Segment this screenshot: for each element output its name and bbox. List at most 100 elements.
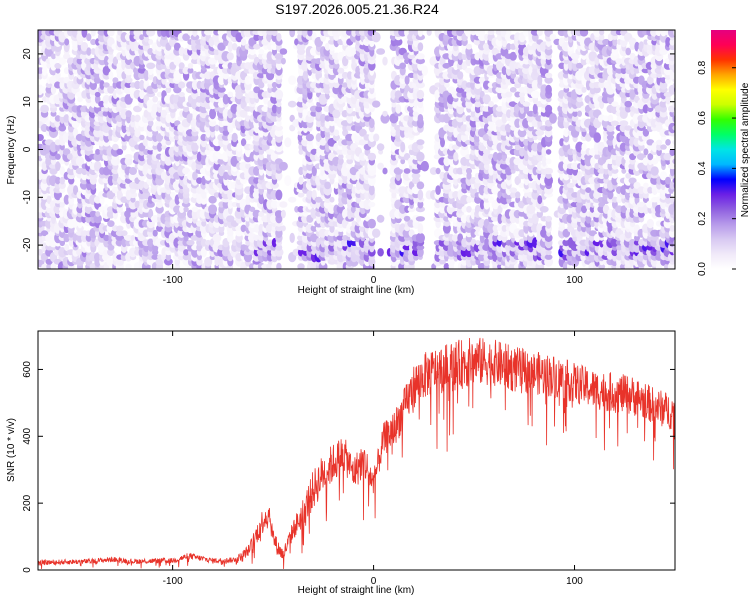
spectrogram-cell	[672, 190, 675, 200]
spectrogram-cell	[297, 206, 305, 213]
spectrogram-cell	[63, 114, 70, 123]
spectrogram-cell	[506, 30, 512, 36]
spectrogram-cell	[164, 258, 173, 266]
spectrogram-cell	[284, 175, 292, 187]
colorbar-tick-label: 0.4	[697, 161, 708, 175]
colorbar-tick-label: 0.8	[697, 60, 708, 74]
spectrogram-cell	[297, 192, 305, 198]
spectrogram-cell	[95, 211, 101, 217]
spectrogram-cell	[298, 176, 304, 185]
spectrogram-cell	[204, 30, 213, 36]
spectrogram-cell	[204, 256, 213, 267]
spectrogram-cell	[611, 172, 619, 179]
spectrogram-cell	[651, 142, 658, 153]
spectrogram-cell	[161, 138, 167, 146]
spectrogram-cell	[45, 86, 53, 94]
spectrogram-cell	[606, 65, 615, 76]
spectrogram-cell	[672, 139, 675, 145]
spectrogram-cell	[192, 153, 198, 160]
spectrogram-cell	[205, 239, 212, 246]
spectrogram-cell	[110, 147, 120, 157]
spectrogram-cell	[305, 100, 315, 108]
y-tick-label: 10	[22, 96, 33, 108]
spectrogram-cell	[182, 33, 191, 41]
spectrogram-cell	[514, 176, 521, 186]
spectrogram-cell	[320, 214, 326, 223]
spectrogram-cell	[152, 144, 158, 150]
spectrogram-cell	[351, 56, 357, 66]
spectrogram-cell	[483, 149, 491, 155]
spectrogram-cell	[346, 158, 354, 165]
spectrogram-cell	[58, 124, 67, 132]
spectrogram-cell	[660, 77, 667, 84]
spectrogram-cell	[208, 195, 217, 204]
spectrogram-cell	[607, 33, 614, 42]
spectrogram-cell	[279, 201, 288, 208]
spectrogram-cell	[148, 39, 154, 45]
spectrogram-cell	[549, 33, 557, 41]
spectrogram-cell	[124, 154, 133, 160]
spectrogram-cell	[673, 134, 675, 141]
spectrogram-cell	[642, 104, 650, 114]
spectrogram-cell	[298, 166, 304, 176]
spectrogram-cell	[115, 235, 125, 241]
spectrogram-cell	[570, 52, 580, 60]
spectrogram-cell	[130, 114, 136, 123]
y-tick-label: 0	[22, 146, 33, 152]
chart-title: S197.2026.005.21.36.R24	[275, 1, 439, 17]
spectrogram-cell	[121, 238, 127, 248]
spectrogram-cell	[665, 176, 671, 185]
spectrogram-cell	[448, 157, 455, 166]
spectrogram-cell	[544, 72, 553, 79]
spectrogram-cell	[544, 124, 553, 132]
spectrogram-cell	[179, 205, 185, 213]
spectrogram-cell	[620, 67, 627, 75]
spectrogram-cell	[271, 104, 278, 114]
spectrogram-cell	[150, 215, 160, 223]
spectrogram-cell	[173, 42, 181, 51]
spectrogram-cell	[235, 32, 243, 43]
spectrogram-cell	[51, 53, 56, 60]
spectrogram-cell	[544, 76, 553, 84]
spectrogram-cell	[355, 195, 362, 204]
spectrogram-cell	[337, 157, 344, 165]
spectrogram-cell	[482, 94, 491, 105]
spectrogram-cell	[254, 223, 260, 233]
spectrogram-cell	[590, 220, 596, 228]
spectrogram-cell	[142, 163, 150, 170]
spectrogram-cell	[544, 233, 553, 242]
spectrogram-cell	[407, 206, 416, 213]
spectrogram-cell	[377, 162, 384, 170]
spectrogram-cell	[227, 76, 233, 84]
spectrogram-cell	[129, 167, 137, 175]
spectrogram-cell	[461, 80, 468, 90]
spectrogram-cell	[646, 42, 654, 51]
spectrogram-cell	[46, 195, 52, 204]
spectrogram-cell	[420, 160, 429, 172]
spectrogram-cell	[49, 141, 58, 153]
spectrogram-cell	[532, 166, 539, 176]
spectrogram-cell	[672, 70, 675, 80]
spectrogram-cell	[67, 218, 76, 229]
spectrogram-cell	[594, 56, 600, 66]
spectrogram-cell	[270, 200, 279, 209]
spectrogram-cell	[358, 139, 367, 146]
spectrogram-cell	[258, 223, 264, 234]
spectrogram-cell	[218, 91, 225, 98]
spectrogram-cell	[545, 158, 552, 165]
spectrogram-cell	[453, 61, 459, 71]
spectrogram-cell	[314, 196, 323, 203]
spectrogram-cell	[284, 137, 292, 148]
spectrogram-cell	[214, 124, 220, 132]
spectrogram-cell	[346, 71, 353, 80]
spectrogram-cell	[59, 201, 65, 208]
spectrogram-cell	[487, 30, 495, 36]
spectrogram-cell	[72, 57, 79, 65]
spectrogram-cell	[672, 81, 675, 89]
spectrogram-cell	[200, 238, 207, 247]
spectrogram-cell	[274, 53, 284, 60]
spectrogram-x-axis-label: Height of straight line (km)	[298, 285, 415, 296]
spectrogram-cell	[244, 134, 252, 141]
spectrogram-cell	[55, 71, 61, 80]
